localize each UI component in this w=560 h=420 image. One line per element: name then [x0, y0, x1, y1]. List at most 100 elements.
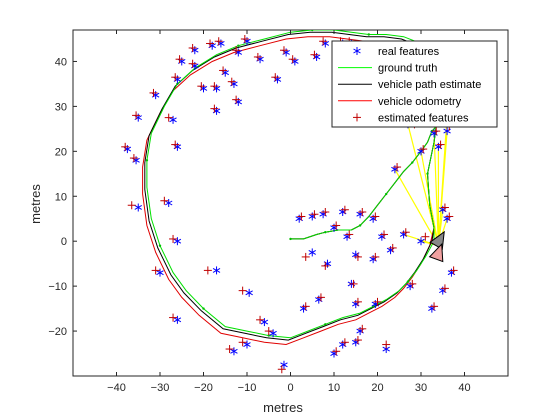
- estimated-feature-point: [171, 140, 180, 149]
- estimated-feature-point: [238, 286, 247, 295]
- legend-label: estimated features: [378, 112, 469, 124]
- legend-label: vehicle path estimate: [378, 79, 481, 91]
- asterisk-stroke: [243, 342, 251, 347]
- ground-truth-point: [145, 159, 149, 162]
- estimated-feature-point: [382, 340, 391, 349]
- observation-line: [433, 133, 439, 246]
- estimated-feature-point: [401, 228, 410, 237]
- estimated-feature-point: [349, 279, 358, 288]
- estimated-feature-point: [219, 66, 228, 75]
- asterisk-stroke: [164, 200, 173, 206]
- ground-truth-point: [358, 224, 362, 227]
- estimated-feature-point: [358, 324, 367, 333]
- asterisk-stroke: [230, 348, 238, 354]
- estimated-feature-point: [188, 43, 197, 52]
- estimated-feature-point: [321, 207, 330, 216]
- estimated-feature-point: [210, 104, 219, 113]
- legend-entry: ground truth: [338, 63, 437, 75]
- y-tick-label: −20: [48, 326, 67, 338]
- x-tick-label: 0: [287, 382, 293, 394]
- estimated-feature-point: [151, 266, 160, 275]
- asterisk-stroke: [417, 238, 425, 244]
- estimated-feature-point: [206, 39, 215, 48]
- legend: real features ground truth vehicle path es…: [331, 40, 498, 128]
- asterisk-stroke: [308, 249, 316, 255]
- estimated-feature-point: [310, 50, 319, 59]
- estimated-feature-point: [188, 59, 197, 68]
- estimated-feature-point: [353, 252, 362, 261]
- estimated-feature-point: [297, 212, 306, 221]
- estimated-feature-point: [371, 212, 380, 221]
- legend-label: vehicle odometry: [378, 96, 462, 108]
- y-tick-label: 40: [55, 56, 67, 68]
- plot-content: [121, 30, 458, 374]
- estimated-feature-point: [432, 127, 441, 136]
- x-tick-label: −20: [194, 382, 213, 394]
- ground-truth-point: [324, 323, 327, 326]
- estimated-feature-point: [310, 210, 319, 219]
- estimated-feature-point: [340, 205, 349, 214]
- legend-label: ground truth: [378, 63, 437, 75]
- real-feature-point: [156, 268, 164, 277]
- real-feature-point: [173, 315, 182, 324]
- real-feature-point: [173, 237, 182, 246]
- asterisk-stroke: [173, 238, 182, 244]
- asterisk-stroke: [212, 267, 221, 273]
- ground-truth-point: [267, 334, 270, 337]
- ground-truth-point: [411, 161, 414, 164]
- estimated-feature-point: [301, 302, 310, 311]
- ground-truth-point: [324, 231, 327, 234]
- estimated-feature-point: [169, 313, 178, 322]
- estimated-feature-point: [164, 113, 173, 122]
- estimated-feature-point: [197, 82, 206, 91]
- estimated-feature-point: [371, 252, 380, 261]
- estimated-feature-point: [408, 279, 417, 288]
- real-feature-point: [212, 266, 221, 275]
- estimated-feature-point: [240, 34, 249, 43]
- estimated-feature-point: [277, 365, 286, 374]
- estimated-feature-point: [232, 46, 241, 55]
- vehicle-estimate-marker: [428, 242, 444, 263]
- estimated-feature-point: [169, 234, 178, 243]
- ground-truth-point: [426, 172, 429, 175]
- asterisk-stroke: [260, 319, 269, 325]
- real-feature-point: [417, 237, 425, 246]
- legend-entry: estimated features: [353, 112, 469, 124]
- ground-truth-point: [406, 280, 410, 283]
- estimated-feature-point: [253, 52, 262, 61]
- estimated-feature-point: [440, 203, 449, 212]
- legend-entry: vehicle odometry: [338, 96, 462, 108]
- legend-swatch-asterisk: [353, 48, 361, 54]
- legend-label: real features: [378, 46, 440, 58]
- estimated-feature-point: [175, 55, 184, 64]
- estimated-feature-point: [127, 201, 136, 210]
- x-tick-label: 20: [371, 382, 383, 394]
- real-feature-point: [169, 115, 177, 124]
- real-feature-point: [260, 318, 269, 327]
- y-axis-ticks: −20 −10 0 10 20 30 40: [48, 56, 508, 338]
- x-tick-label: 10: [328, 382, 340, 394]
- y-axis-label: metres: [28, 184, 43, 224]
- estimated-feature-point: [332, 221, 341, 230]
- estimated-feature-point: [288, 55, 297, 64]
- asterisk-stroke: [269, 330, 277, 336]
- estimated-feature-point: [256, 315, 265, 324]
- estimated-feature-point: [321, 261, 330, 270]
- estimated-feature-point: [449, 266, 458, 275]
- estimated-feature-point: [129, 154, 138, 163]
- estimated-feature-point: [445, 212, 454, 221]
- y-tick-label: 20: [55, 146, 67, 158]
- real-feature-point: [230, 347, 238, 356]
- ground-truth-point: [237, 44, 240, 47]
- ground-truth-point: [311, 30, 314, 32]
- x-axis-ticks: −40 −30 −20 −10 0 10 20 30 40: [107, 30, 471, 394]
- asterisk-stroke: [169, 117, 177, 123]
- ground-truth-point: [158, 244, 162, 247]
- estimated-feature-point: [393, 163, 402, 172]
- estimated-feature-point: [225, 345, 234, 354]
- asterisk-stroke: [156, 270, 164, 276]
- x-tick-label: −30: [151, 382, 170, 394]
- estimated-feature-point: [238, 338, 247, 347]
- real-feature-point: [164, 199, 173, 207]
- ground-truth-line: [146, 30, 448, 339]
